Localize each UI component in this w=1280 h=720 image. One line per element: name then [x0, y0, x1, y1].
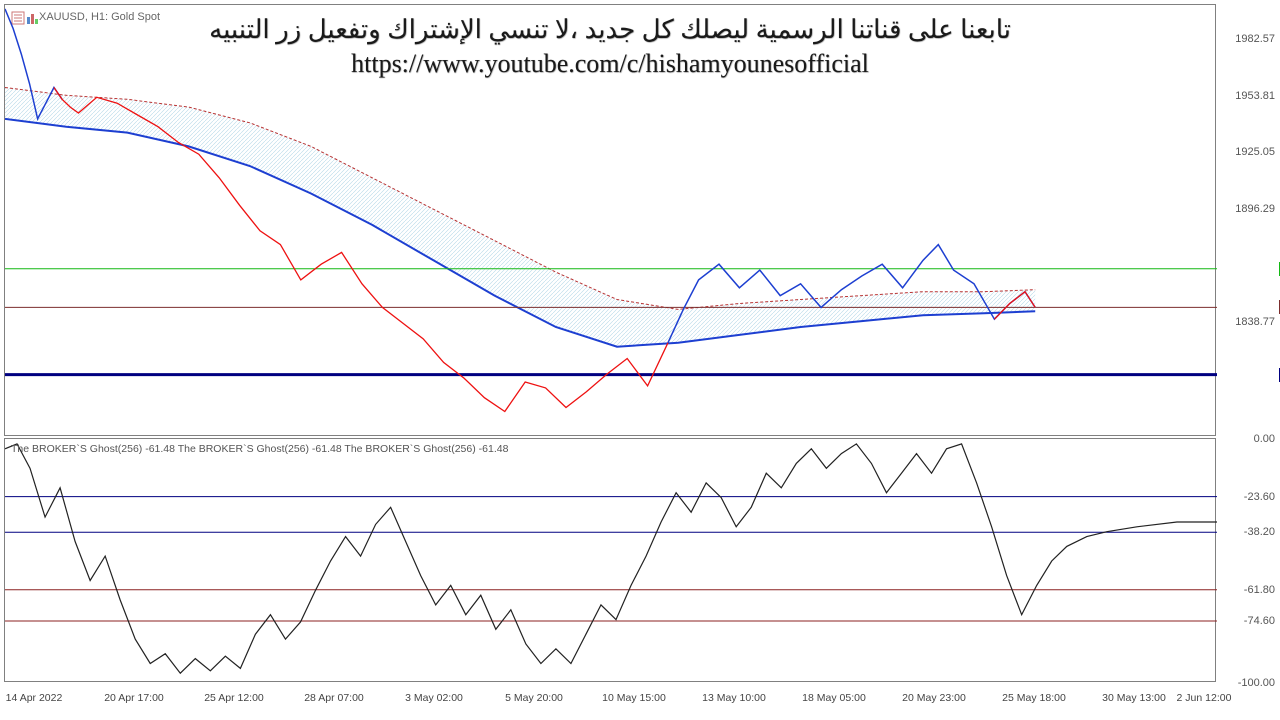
x-tick-label: 2 Jun 12:00 [1177, 692, 1232, 704]
x-tick-label: 30 May 13:00 [1102, 692, 1166, 704]
overlay-text-url: https://www.youtube.com/c/hishamyounesof… [351, 49, 869, 79]
y-tick-label: 1925.05 [1235, 146, 1275, 158]
x-tick-label: 20 Apr 17:00 [104, 692, 164, 704]
y-tick-label: 1982.57 [1235, 33, 1275, 45]
osc-y-tick: -38.20 [1244, 526, 1275, 538]
x-tick-label: 3 May 02:00 [405, 692, 463, 704]
time-axis: 14 Apr 2022 20 Apr 17:00 25 Apr 12:00 28 Ap… [4, 686, 1216, 716]
y-tick-label: 1838.77 [1235, 316, 1275, 328]
x-tick-label: 18 May 05:00 [802, 692, 866, 704]
osc-y-tick: 0.00 [1254, 433, 1275, 445]
oscillator-chart[interactable]: The BROKER`S Ghost(256) -61.48 The BROKE… [4, 438, 1216, 682]
sub-chart-svg [5, 439, 1217, 683]
sub-y-axis: 0.00-23.60-38.20-61.80-74.60-100.00 [1217, 439, 1275, 681]
x-tick-label: 5 May 20:00 [505, 692, 563, 704]
osc-y-tick: -74.60 [1244, 615, 1275, 627]
main-y-axis: 1982.571953.811925.051896.291838.771865.… [1217, 5, 1275, 435]
y-tick-label: 1896.29 [1235, 203, 1275, 215]
x-tick-label: 25 Apr 12:00 [204, 692, 264, 704]
y-tick-label: 1953.81 [1235, 90, 1275, 102]
osc-y-tick: -61.80 [1244, 584, 1275, 596]
x-tick-label: 14 Apr 2022 [6, 692, 63, 704]
oscillator-title: The BROKER`S Ghost(256) -61.48 The BROKE… [11, 443, 508, 455]
overlay-text-arabic: تابعنا على قناتنا الرسمية ليصلك كل جديد … [209, 15, 1011, 45]
x-tick-label: 13 May 10:00 [702, 692, 766, 704]
main-price-chart[interactable]: XAUUSD, H1: Gold Spot 1982.571953.811925… [4, 4, 1216, 436]
x-tick-label: 28 Apr 07:00 [304, 692, 364, 704]
x-tick-label: 10 May 15:00 [602, 692, 666, 704]
x-tick-label: 20 May 23:00 [902, 692, 966, 704]
osc-y-tick: -100.00 [1238, 677, 1275, 689]
osc-y-tick: -23.60 [1244, 491, 1275, 503]
x-tick-label: 25 May 18:00 [1002, 692, 1066, 704]
